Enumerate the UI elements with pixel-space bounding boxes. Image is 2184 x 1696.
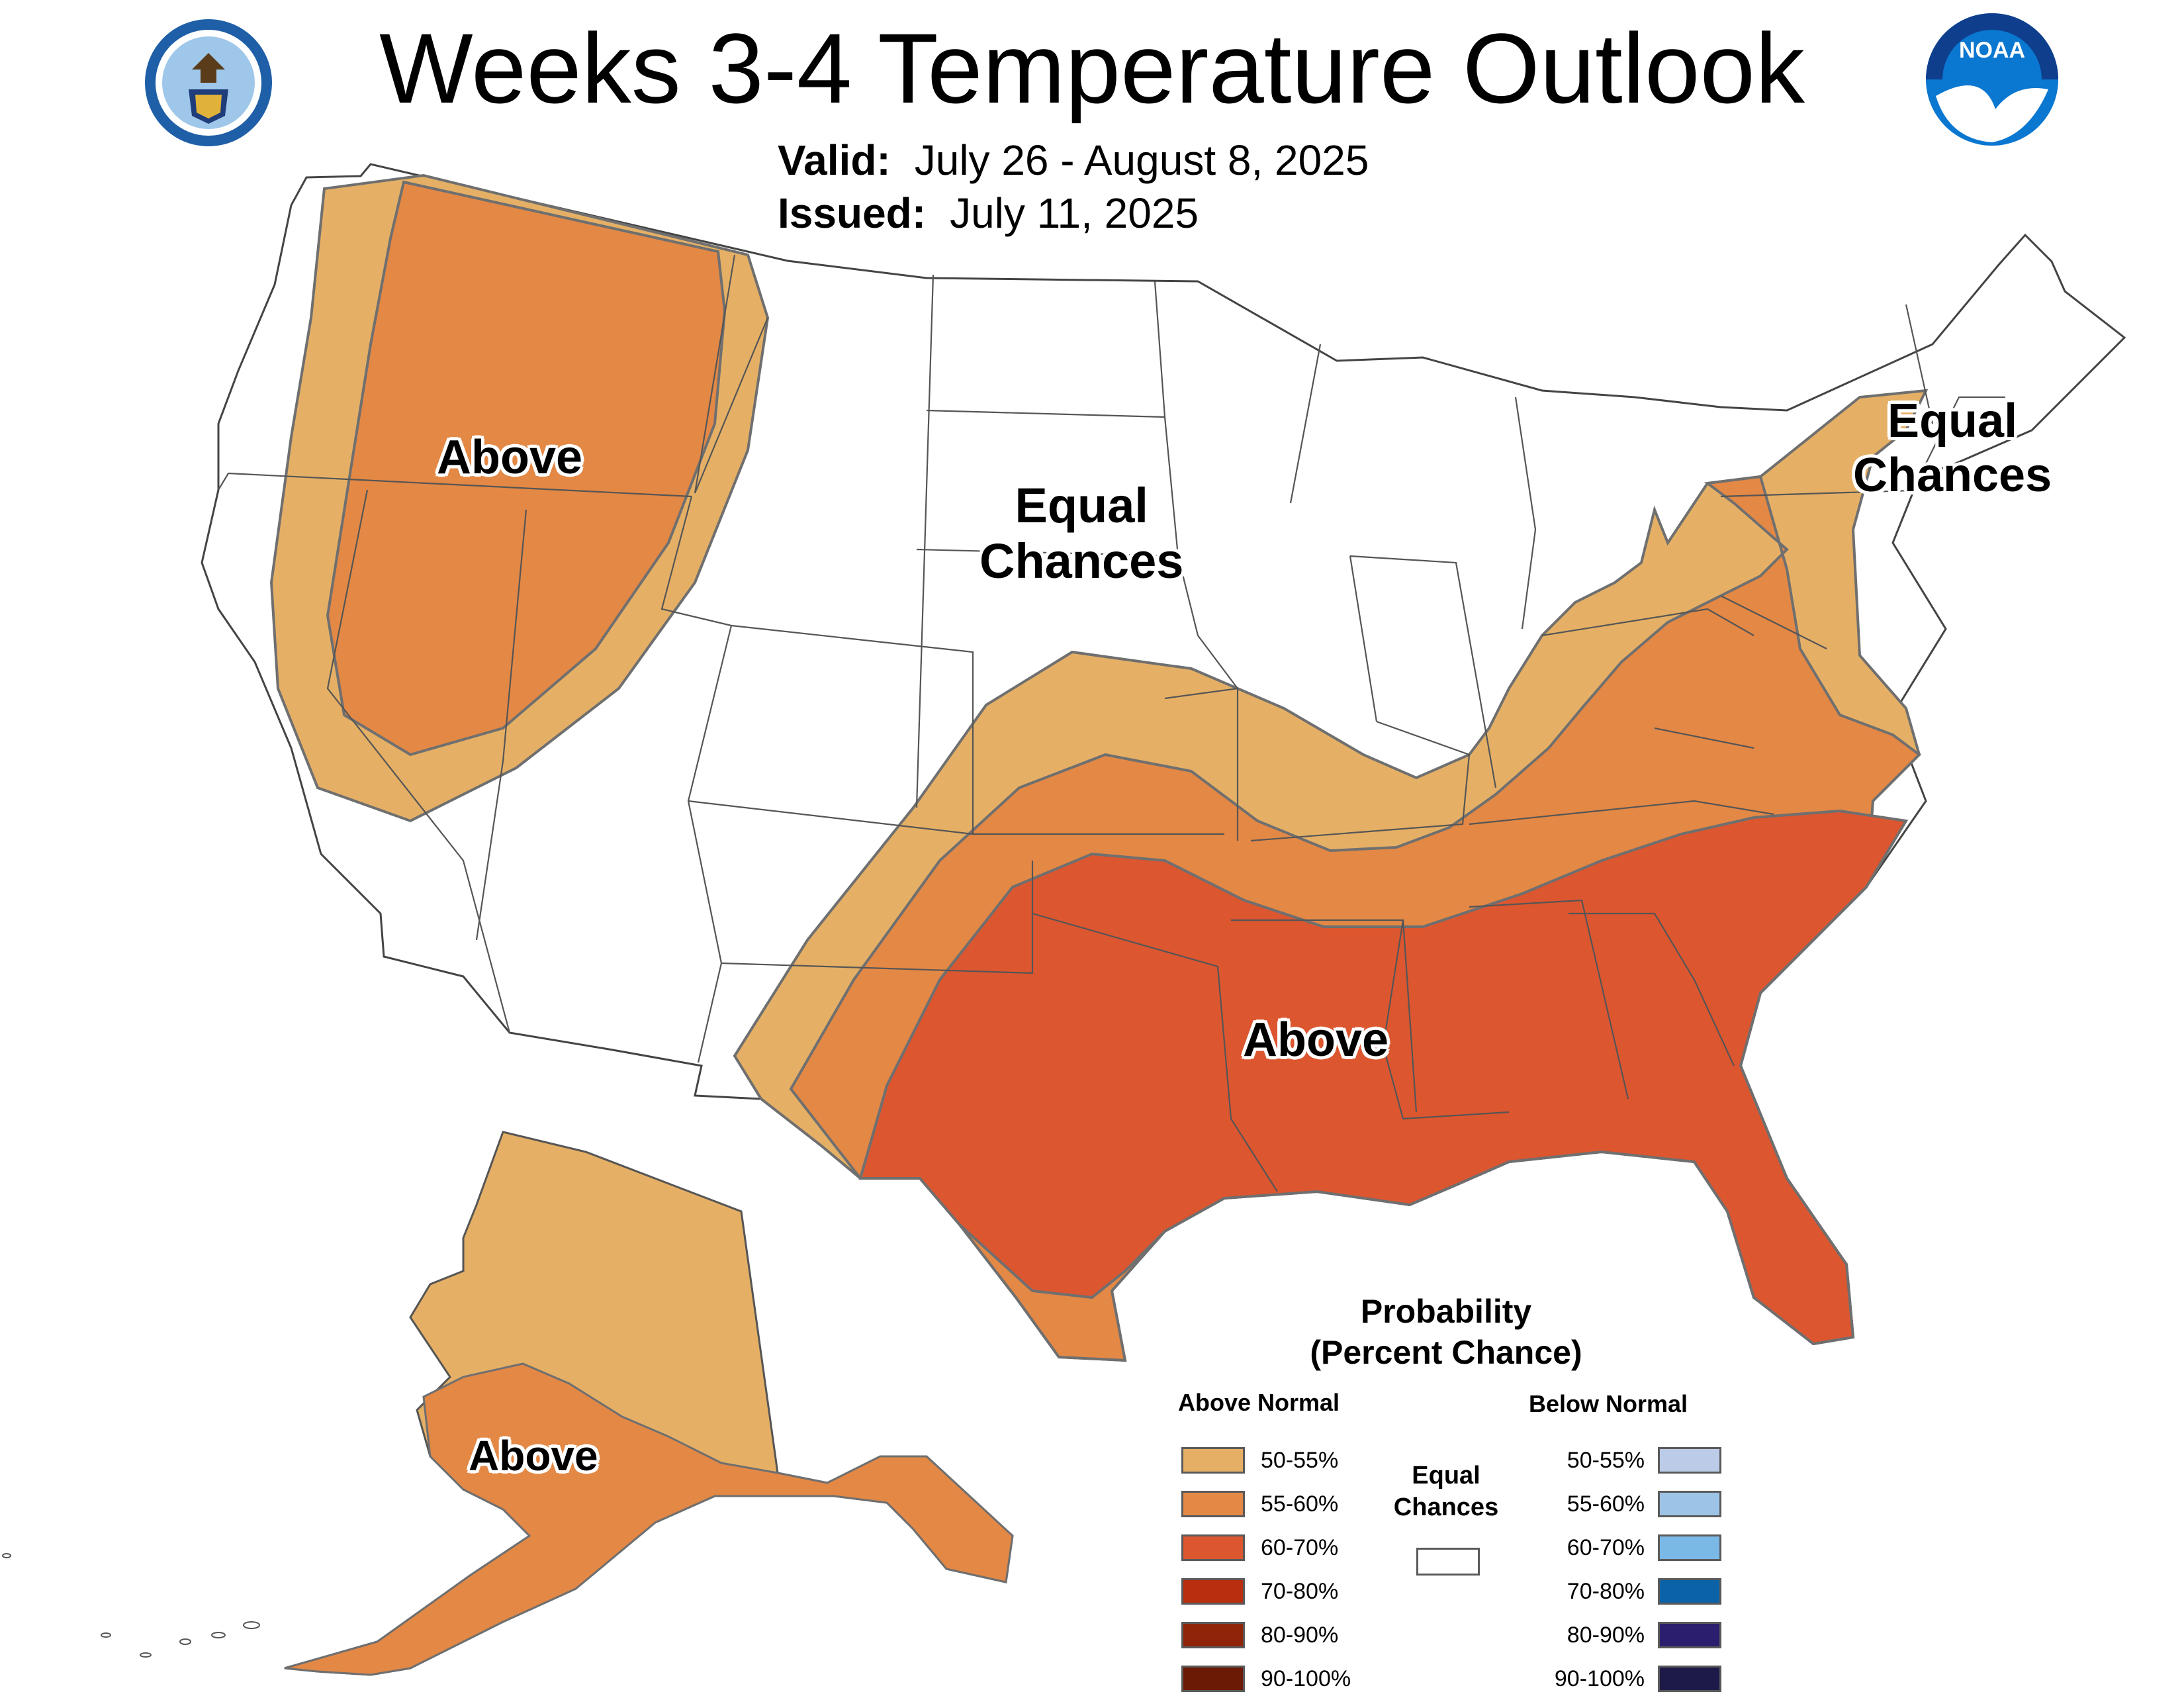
region-label-west: Above — [437, 431, 583, 484]
issued-value: July 11, 2025 — [950, 189, 1199, 237]
legend-above-row-label: 55-60% — [1261, 1491, 1339, 1517]
aleutian-islands — [2, 1553, 260, 1658]
region-label-central-line1: Equal — [1015, 478, 1148, 533]
south-above-60-70 — [858, 809, 1909, 1346]
legend-above-row-label: 70-80% — [1261, 1579, 1339, 1604]
legend-title: Probability (Percent Chance) — [1284, 1291, 1608, 1373]
legend-above-header: Above Normal — [1178, 1389, 1340, 1416]
legend-equal-line1: Equal — [1412, 1462, 1480, 1489]
region-label-south: Above — [1243, 1013, 1389, 1066]
page-title: Weeks 3-4 Temperature Outlook — [379, 13, 1805, 124]
department-of-commerce-seal-icon — [145, 19, 272, 146]
legend-equal-swatch — [1416, 1548, 1480, 1576]
valid-label: Valid: — [778, 136, 891, 184]
region-label-northeast-line2: Chances — [1853, 449, 2052, 502]
legend-above-row-swatch — [1181, 1534, 1245, 1561]
alaska-above-55-60 — [284, 1362, 1014, 1676]
legend-above-row-swatch — [1181, 1578, 1245, 1605]
legend-above-row-swatch — [1181, 1622, 1245, 1648]
legend-equal-line2: Chances — [1393, 1493, 1499, 1521]
west-above-55-60 — [326, 180, 727, 757]
region-label-central: Equal Chances — [979, 478, 1183, 589]
legend-above-row-swatch — [1181, 1491, 1245, 1517]
noaa-logo-icon: NOAA — [1926, 13, 2058, 146]
legend-below-row-label: 70-80% — [1567, 1579, 1645, 1604]
legend-below-row-swatch — [1658, 1578, 1721, 1605]
legend-below-row-swatch — [1658, 1666, 1721, 1692]
state-borders — [218, 254, 2005, 1192]
valid-value: July 26 - August 8, 2025 — [914, 136, 1369, 184]
svg-text:NOAA: NOAA — [1959, 38, 2025, 63]
legend-below-row-label: 80-90% — [1567, 1623, 1645, 1648]
region-label-northeast-line1: Equal — [1888, 395, 2018, 448]
legend-below-row-swatch — [1658, 1534, 1721, 1561]
legend-above-row-label: 80-90% — [1261, 1623, 1339, 1648]
legend-below-row-swatch — [1658, 1447, 1721, 1474]
region-label-northeast: Equal Chances — [1853, 394, 2052, 502]
legend-equal-label: Equal Chances — [1380, 1460, 1512, 1523]
legend-title-line2: (Percent Chance) — [1310, 1334, 1582, 1371]
alaska-outline — [284, 1131, 1014, 1676]
issued-line: Issued: July 11, 2025 — [778, 189, 1199, 238]
legend-above-row-label: 90-100% — [1261, 1666, 1351, 1691]
valid-line: Valid: July 26 - August 8, 2025 — [778, 136, 1369, 185]
legend-below-row-label: 50-55% — [1567, 1448, 1645, 1473]
region-label-alaska: Above — [469, 1432, 598, 1480]
legend-below-row-label: 90-100% — [1554, 1666, 1645, 1691]
legend-below-header: Below Normal — [1529, 1390, 1688, 1417]
legend-above-row-label: 60-70% — [1261, 1535, 1339, 1560]
issued-label: Issued: — [778, 189, 927, 237]
region-label-central-line2: Chances — [979, 534, 1184, 589]
legend-above-row-label: 50-55% — [1261, 1448, 1339, 1473]
legend-title-line1: Probability — [1360, 1293, 1532, 1330]
legend-below-row-label: 55-60% — [1567, 1491, 1645, 1517]
legend-above-row-swatch — [1181, 1666, 1245, 1692]
legend-above-row-swatch — [1181, 1447, 1245, 1474]
legend-below-row-swatch — [1658, 1491, 1721, 1517]
legend-below-row-label: 60-70% — [1567, 1535, 1645, 1560]
legend-below-row-swatch — [1658, 1622, 1721, 1648]
